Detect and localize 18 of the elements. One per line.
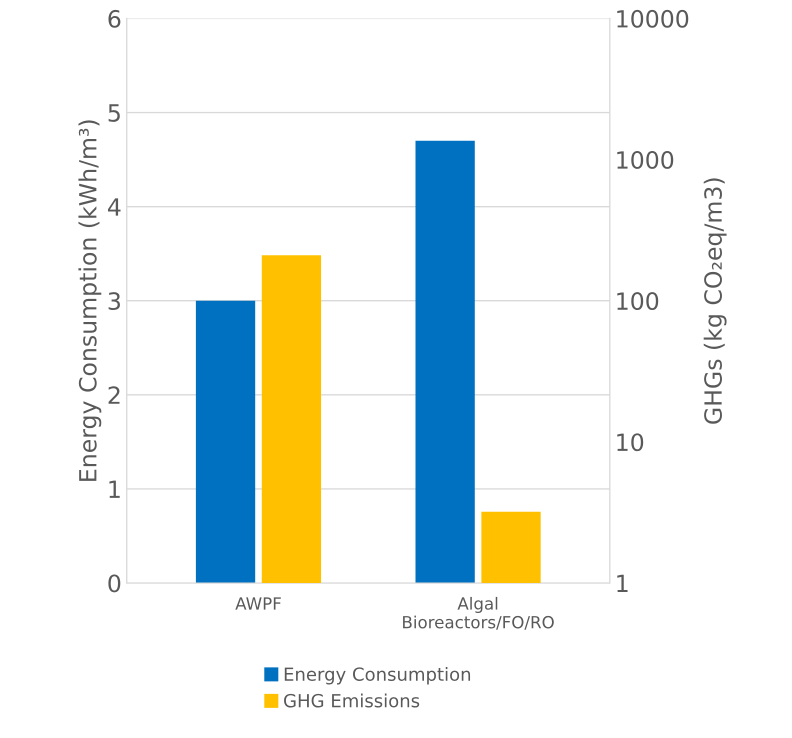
y-tick-label: 2: [108, 386, 120, 404]
x-tick-label: AWPF: [235, 597, 281, 610]
y-tick-label: 1: [109, 480, 120, 498]
y2-tick-label: 10000: [617, 10, 688, 28]
y2-tick-label: 100: [617, 292, 658, 310]
y2-tick-label: 10: [617, 433, 644, 452]
x-tick-label: Algal Bioreactors/FO/RO: [403, 596, 554, 630]
y-tick-label: 6: [108, 10, 120, 28]
y-tick-label: 3: [108, 292, 120, 310]
y-tick-label: 0: [108, 574, 120, 592]
y2-axis-title: GHGs (kg CO₂eq/m3): [704, 178, 727, 424]
legend-label: GHG Emissions: [284, 694, 420, 708]
y-tick-label: 4: [108, 198, 121, 216]
y-axis-title: Energy Consumption (kWh/m³): [78, 120, 102, 481]
y2-tick-label: 1000: [617, 151, 674, 169]
legend-label: Energy Consumption: [284, 667, 470, 684]
y-tick-label: 5: [108, 104, 120, 122]
y2-tick-label: 1: [617, 574, 628, 592]
